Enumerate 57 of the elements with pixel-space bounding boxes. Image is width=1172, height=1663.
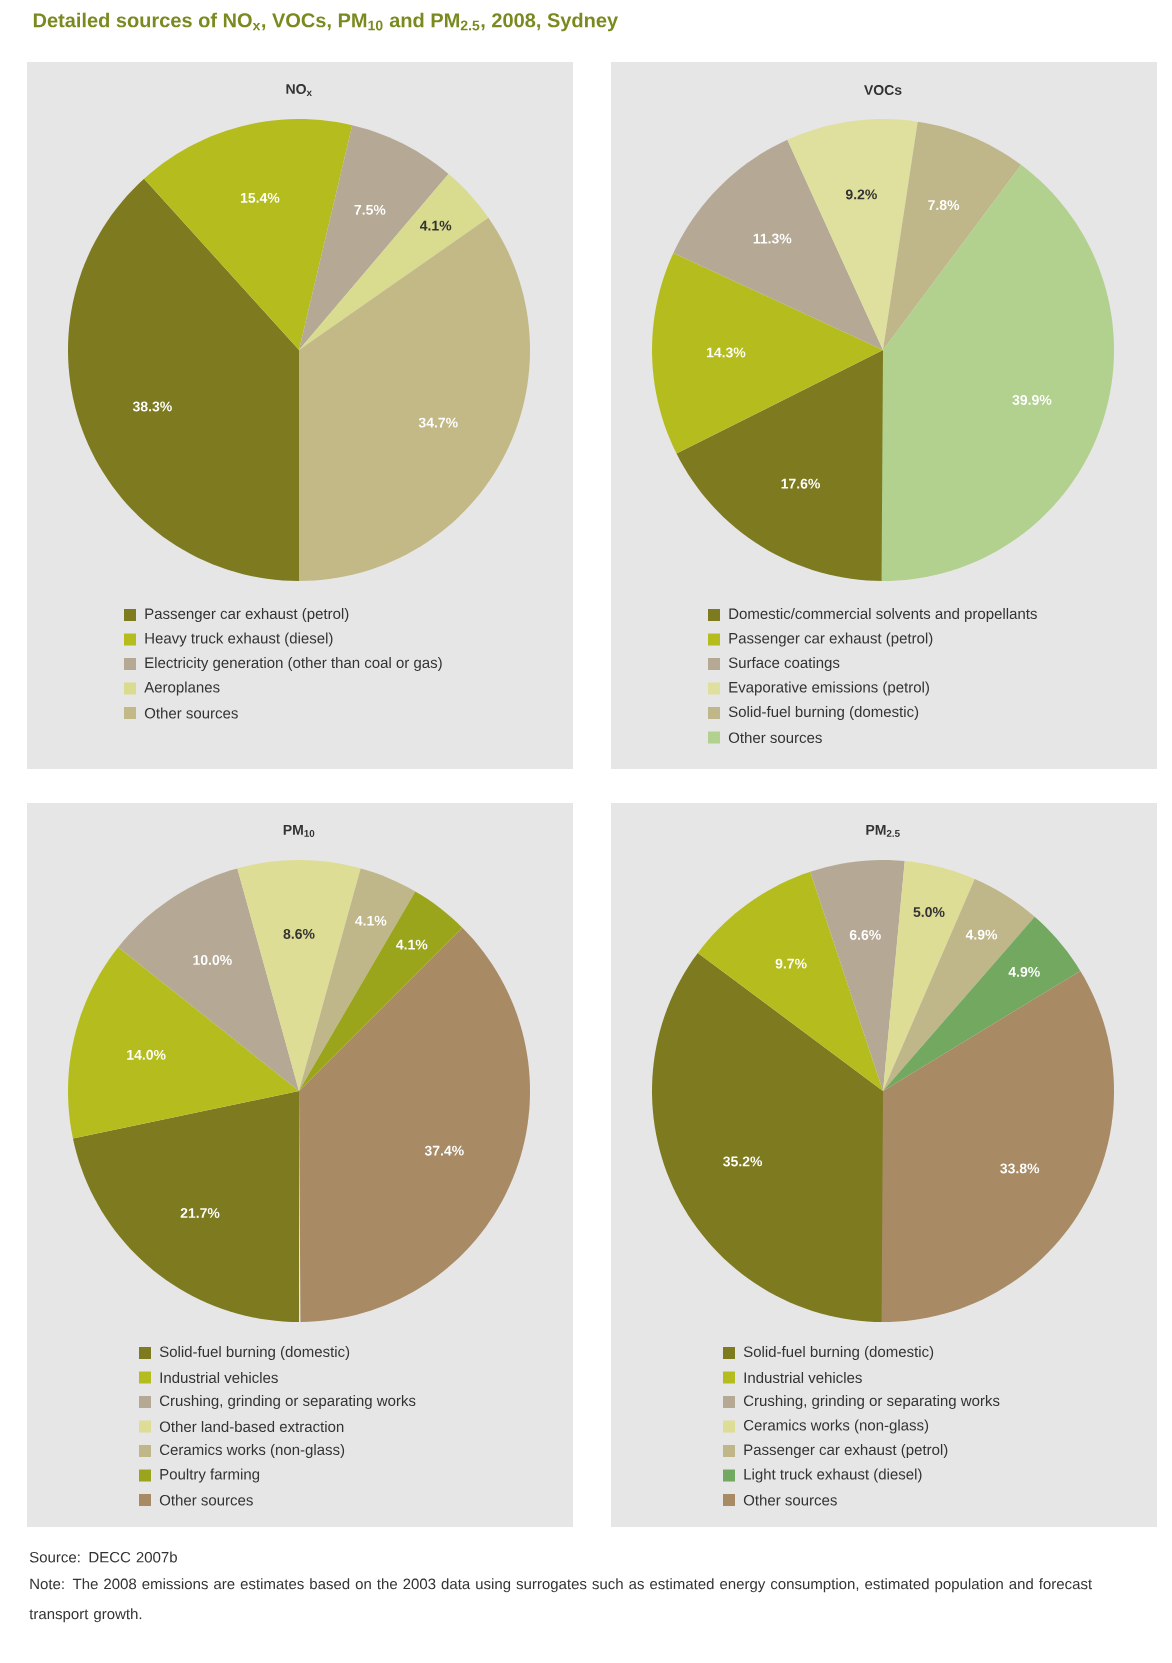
legend-label: Other sources — [144, 707, 238, 719]
chart-title: VOCs — [864, 85, 902, 95]
legend-label: Solid-fuel burning (domestic) — [728, 706, 919, 720]
data-label: 35.2% — [723, 1156, 763, 1167]
legend-label: Industrial vehicles — [160, 1372, 278, 1384]
legend-label: Other sources — [743, 1494, 837, 1506]
legend-label: Passenger car exhaust (petrol) — [729, 632, 933, 647]
legend-label: Industrial vehicles — [744, 1372, 862, 1384]
data-label: 14.0% — [127, 1049, 166, 1060]
legend-label: Poultry farming — [160, 1468, 260, 1483]
legend-label: Domestic/commercial solvents and propellants — [729, 608, 1037, 622]
data-label: 4.9% — [965, 929, 998, 940]
data-label: 7.8% — [928, 200, 960, 211]
data-label: 5.0% — [913, 907, 945, 917]
data-label: 8.6% — [283, 928, 315, 939]
data-label: 4.1% — [419, 220, 452, 231]
data-label: 11.3% — [753, 233, 792, 244]
data-label: 14.3% — [706, 347, 746, 358]
data-label: 15.4% — [240, 192, 280, 203]
data-label: 4.9% — [1008, 966, 1040, 977]
chart-title: PM$_{10}$ — [283, 825, 315, 837]
data-label: 4.1% — [396, 939, 428, 950]
legend-label: Passenger car exhaust (petrol) — [145, 608, 349, 622]
legend-label: Light truck exhaust (diesel) — [744, 1468, 922, 1483]
legend-label: Other land-based extraction — [159, 1421, 344, 1433]
legend-label: Passenger car exhaust (petrol) — [744, 1444, 948, 1458]
data-label: 34.7% — [418, 417, 458, 428]
data-label: 9.2% — [845, 189, 877, 200]
data-label: 9.7% — [775, 958, 807, 969]
data-label: 17.6% — [781, 478, 820, 489]
legend-label: Other sources — [728, 732, 822, 744]
chart-title: PM$_{2.5}$ — [866, 825, 900, 837]
data-label: 6.6% — [849, 929, 881, 940]
text: Detailed sources of NO$_{x}$, VOCs, PM$_{10}$ and PM$_{2.5}$, 2008, Sydney — [33, 12, 618, 32]
legend-label: Aeroplanes — [144, 681, 220, 696]
data-label: 21.7% — [180, 1208, 220, 1218]
source-note: Source: DECC 2007b — [29, 1551, 177, 1563]
text: Note: The 2008 emissions are estimates based on the 2003 data using surrogates such as estimated energy consumption, estimated population and forecast transport growth. — [29, 1578, 1093, 1623]
legend-label: Heavy truck exhaust (diesel) — [145, 632, 333, 647]
data-label: 33.8% — [1000, 1163, 1040, 1174]
data-label: 7.5% — [354, 204, 386, 215]
legend-label: Electricity generation (other than coal or gas) — [145, 657, 442, 671]
legend-label: Ceramics works (non-glass) — [743, 1419, 929, 1434]
data-label: 38.3% — [132, 401, 172, 412]
data-label: 37.4% — [424, 1145, 464, 1156]
legend-label: Evaporative emissions (petrol) — [729, 681, 929, 696]
legend-label: Solid-fuel burning (domestic) — [743, 1346, 934, 1360]
chart-title: NO$_{x}$ — [286, 84, 312, 96]
legend-label: Surface coatings — [728, 657, 840, 671]
data-label: 10.0% — [193, 955, 232, 965]
data-label: 4.1% — [355, 915, 387, 926]
legend-label: Ceramics works (non-glass) — [159, 1444, 345, 1458]
legend-label: Other sources — [159, 1494, 253, 1506]
legend-label: Crushing, grinding or separating works — [743, 1395, 1000, 1409]
legend-label: Solid-fuel burning (domestic) — [159, 1346, 350, 1360]
data-label: 39.9% — [1012, 394, 1052, 405]
legend-label: Crushing, grinding or separating works — [159, 1395, 416, 1409]
